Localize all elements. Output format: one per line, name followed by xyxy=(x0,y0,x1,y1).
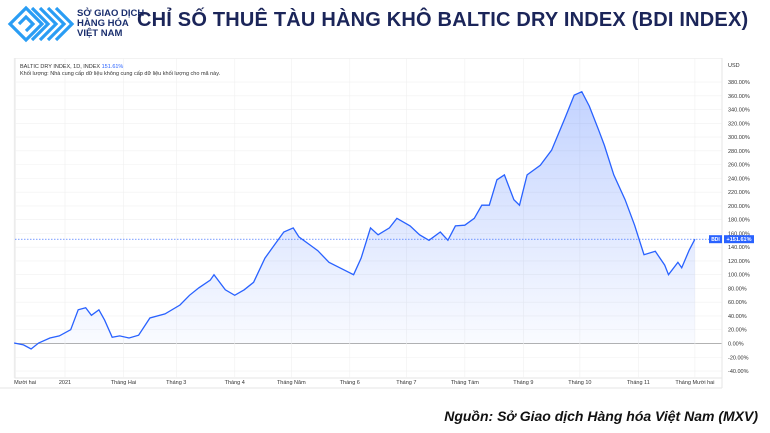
series-value: 151.61% xyxy=(101,64,124,70)
y-tick-label: 200.00% xyxy=(728,204,750,210)
y-tick-label: -40.00% xyxy=(728,369,749,375)
series-tag-label: BDI xyxy=(711,237,720,243)
series-tag xyxy=(709,235,722,244)
series-label: BALTIC DRY INDEX, 1D, INDEX xyxy=(20,64,101,70)
last-value-label: +151.61% xyxy=(727,237,752,243)
series-legend: BALTIC DRY INDEX, 1D, INDEX 151.61% xyxy=(20,64,123,70)
y-tick-label: 40.00% xyxy=(728,314,747,320)
x-tick-label: Tháng Tám xyxy=(451,380,479,386)
x-tick-label: Tháng 3 xyxy=(166,380,186,386)
x-tick-label: Tháng 9 xyxy=(513,380,533,386)
y-tick-label: 180.00% xyxy=(728,218,750,224)
volume-note: Khối lượng: Nhà cung cấp dữ liệu không c… xyxy=(20,71,221,77)
last-value-badge xyxy=(724,235,754,244)
y-tick-label: 20.00% xyxy=(728,328,747,334)
page-title: CHỈ SỐ THUÊ TÀU HÀNG KHÔ BALTIC DRY INDE… xyxy=(137,9,749,31)
y-tick-label: 340.00% xyxy=(728,108,750,114)
currency-label: USD xyxy=(728,63,740,69)
logo-line: HÀNG HÓA xyxy=(77,18,129,29)
y-tick-label: 140.00% xyxy=(728,245,750,251)
y-tick-label: 60.00% xyxy=(728,300,747,306)
x-tick-label: Tháng 11 xyxy=(627,380,650,386)
x-tick-label: Tháng 10 xyxy=(568,380,591,386)
y-tick-label: 260.00% xyxy=(728,163,750,169)
y-tick-label: 0.00% xyxy=(728,342,744,348)
y-tick-label: 120.00% xyxy=(728,259,750,265)
logo-line: VIỆT NAM xyxy=(77,28,123,39)
y-tick-label: 100.00% xyxy=(728,273,750,279)
source-note: Nguồn: Sở Giao dịch Hàng hóa Việt Nam (M… xyxy=(444,408,758,424)
y-tick-label: 280.00% xyxy=(728,149,750,155)
series-line xyxy=(13,90,696,350)
x-tick-label: 2021 xyxy=(59,380,71,386)
y-tick-label: 80.00% xyxy=(728,286,747,292)
x-tick-label: Tháng 6 xyxy=(340,380,360,386)
y-tick-label: 160.00% xyxy=(728,231,750,237)
logo-line: SỞ GIAO DỊCH xyxy=(77,8,145,19)
logo-text: SỞ GIAO DỊCH HÀNG HÓA VIỆT NAM xyxy=(77,9,144,39)
logo-mark-icon xyxy=(7,5,75,43)
y-tick-label: 380.00% xyxy=(728,80,750,86)
y-tick-label: 220.00% xyxy=(728,190,750,196)
y-tick-label: 300.00% xyxy=(728,135,750,141)
x-tick-label: Tháng Hai xyxy=(111,380,136,386)
y-tick-label: 240.00% xyxy=(728,176,750,182)
x-tick-label: Tháng 7 xyxy=(396,380,416,386)
y-tick-label: 360.00% xyxy=(728,94,750,100)
y-tick-label: 320.00% xyxy=(728,121,750,127)
x-tick-label: Mười hai xyxy=(14,380,36,386)
x-tick-label: Tháng Năm xyxy=(277,380,306,386)
y-tick-label: -20.00% xyxy=(728,355,749,361)
series-area xyxy=(14,91,695,349)
x-tick-label: Tháng 4 xyxy=(225,380,245,386)
logo xyxy=(7,5,75,43)
bdi-chart: -40.00% -20.00% 0.00% 20.00% 40.00% 60.00% 80.… xyxy=(0,58,754,389)
x-tick-label: Tháng Mười hai xyxy=(675,380,714,386)
